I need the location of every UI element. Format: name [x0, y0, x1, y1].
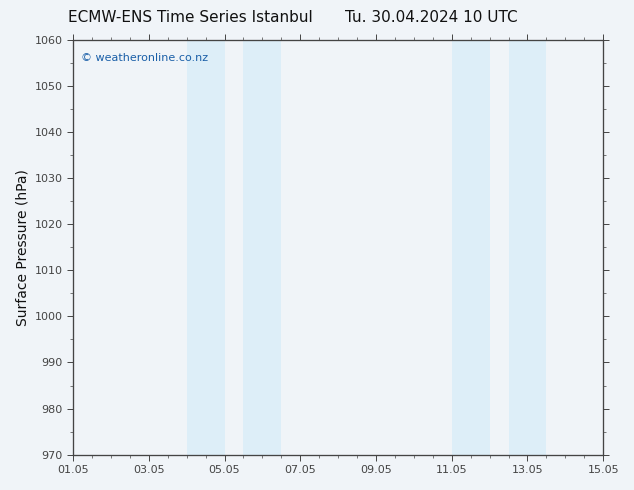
Text: ECMW-ENS Time Series Istanbul: ECMW-ENS Time Series Istanbul — [68, 10, 313, 25]
Bar — [186, 40, 224, 455]
Y-axis label: Surface Pressure (hPa): Surface Pressure (hPa) — [15, 169, 29, 326]
Text: © weatheronline.co.nz: © weatheronline.co.nz — [81, 52, 208, 63]
Bar — [243, 40, 281, 455]
Bar — [508, 40, 547, 455]
Text: Tu. 30.04.2024 10 UTC: Tu. 30.04.2024 10 UTC — [345, 10, 517, 25]
Bar — [452, 40, 489, 455]
